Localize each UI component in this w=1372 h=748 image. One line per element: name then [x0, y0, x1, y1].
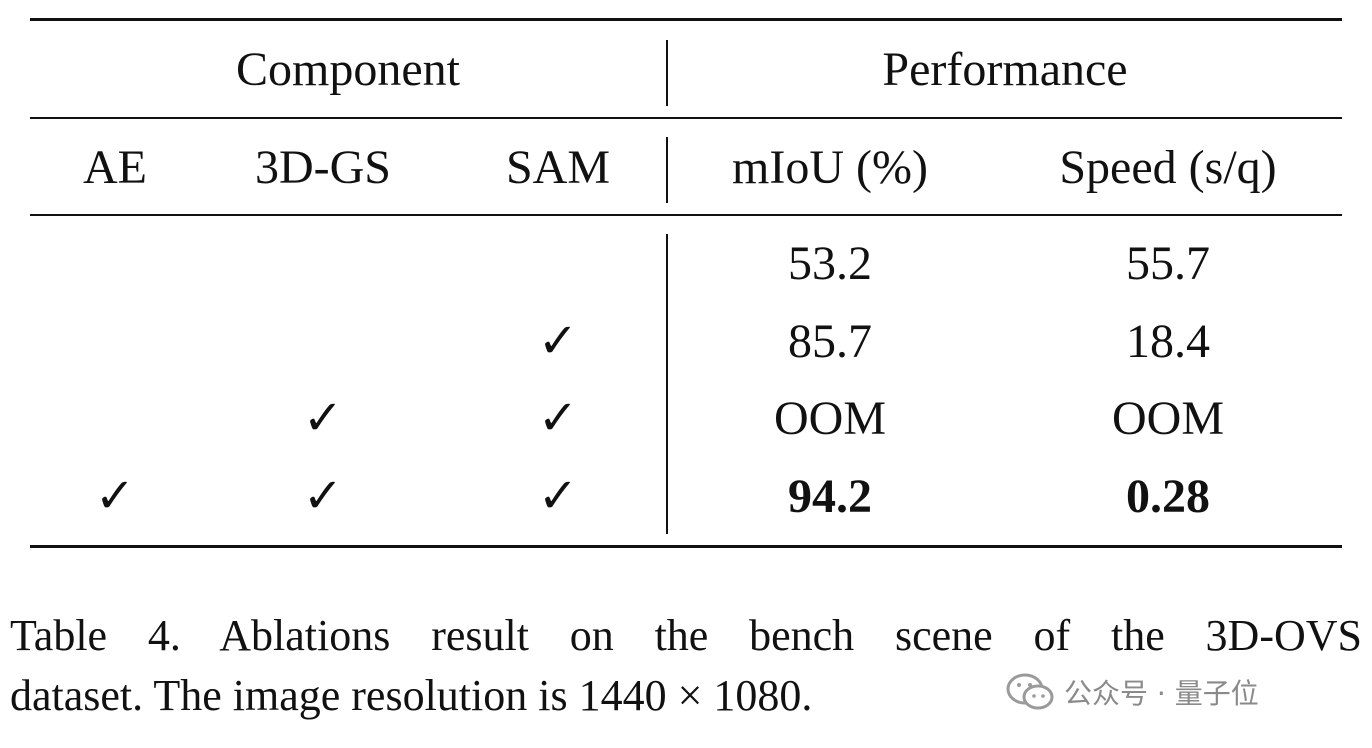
wechat-icon [1006, 673, 1054, 710]
check-cell: ✓ [94, 470, 136, 523]
column-header: AE [83, 141, 147, 194]
watermark-text: 公众号 · 量子位 [1064, 677, 1259, 710]
value-cell: 0.28 [1126, 470, 1210, 523]
value-cell: OOM [773, 392, 887, 445]
value-cell: 85.7 [788, 315, 872, 368]
column-header: 3D-GS [254, 141, 392, 194]
check-cell: ✓ [537, 392, 579, 445]
value-cell: OOM [1111, 392, 1225, 445]
check-cell: ✓ [302, 392, 344, 445]
caption: Table 4. Ablations result on the bench s… [10, 611, 1362, 660]
bottom-rule [30, 545, 1342, 548]
column-divider [666, 137, 668, 203]
value-cell: 94.2 [788, 470, 872, 523]
caption: dataset. The image resolution is 1440 × … [10, 671, 813, 720]
column-header: Speed (s/q) [1059, 141, 1277, 194]
watermark: 公众号 · 量子位 [1006, 672, 1259, 712]
value-cell: 53.2 [788, 237, 872, 290]
top-rule [30, 18, 1342, 21]
column-header: SAM [505, 141, 611, 194]
column-divider [666, 234, 668, 534]
group-header: Component [236, 43, 460, 96]
check-cell: ✓ [537, 470, 579, 523]
check-cell: ✓ [537, 315, 579, 368]
check-cell: ✓ [302, 470, 344, 523]
mid-rule [30, 117, 1342, 119]
column-divider [666, 40, 668, 106]
column-header: mIoU (%) [732, 141, 928, 194]
value-cell: 18.4 [1126, 315, 1210, 368]
value-cell: 55.7 [1126, 237, 1210, 290]
group-header: Performance [882, 43, 1128, 96]
mid-rule [30, 214, 1342, 216]
